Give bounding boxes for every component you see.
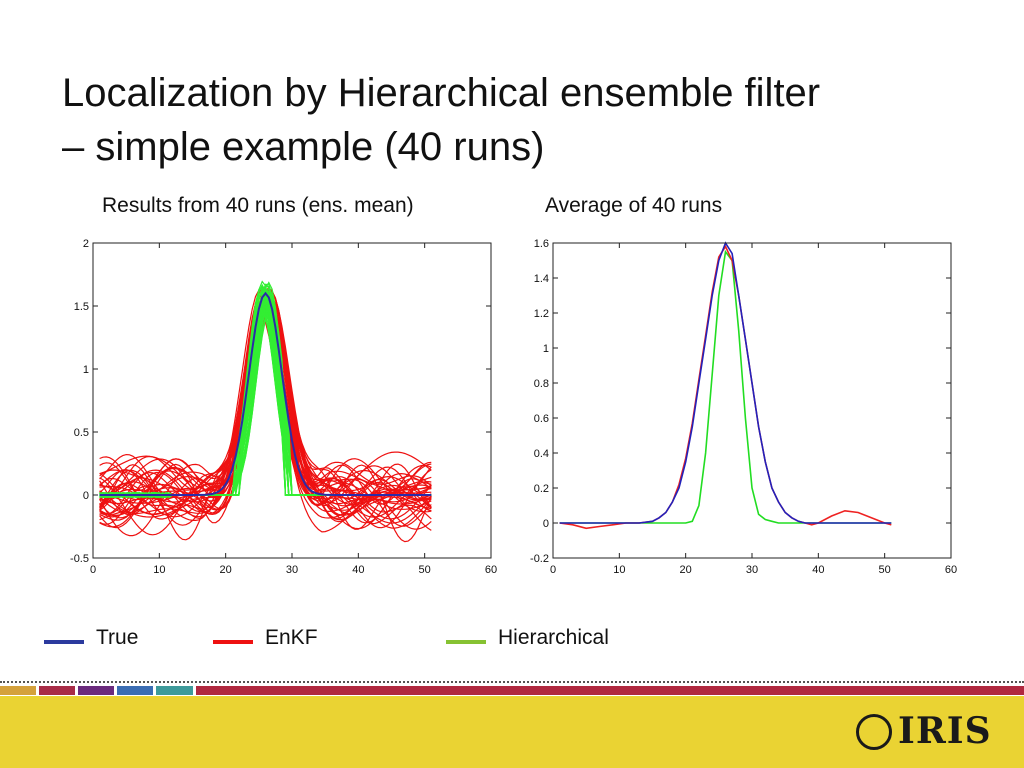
iris-seal-icon — [856, 714, 892, 750]
true-line — [99, 291, 432, 496]
y-tick-label: 0.6 — [534, 413, 549, 425]
enkf-run-line — [99, 293, 432, 506]
x-tick-label: 40 — [352, 564, 364, 576]
color-stripes — [0, 686, 1024, 695]
stripe-3 — [78, 686, 114, 695]
slide-title: Localization by Hierarchical ensemble fi… — [62, 66, 1002, 174]
enkf-average-line — [559, 244, 892, 530]
stripe-5 — [156, 686, 193, 695]
stripe-4 — [117, 686, 153, 695]
hierarchical-run-line — [99, 294, 432, 499]
y-tick-label: 0.5 — [74, 427, 89, 439]
legend-label-true: True — [96, 626, 139, 649]
x-tick-label: 50 — [879, 564, 891, 576]
true-average-line — [559, 241, 892, 524]
x-tick-label: 10 — [613, 564, 625, 576]
x-tick-label: 0 — [90, 564, 96, 576]
y-tick-label: 0.8 — [534, 378, 549, 390]
x-tick-label: 20 — [680, 564, 692, 576]
hierarchical-run-line — [99, 296, 432, 498]
y-tick-label: 0.4 — [534, 448, 549, 460]
y-tick-label: 1 — [83, 364, 89, 376]
y-tick-label: 0.2 — [534, 483, 549, 495]
iris-logo-text: IRIS — [898, 710, 992, 752]
legend-label-hierarchical: Hierarchical — [498, 626, 609, 649]
legend-swatch-hierarchical — [446, 640, 486, 644]
slide-title-line-1: Localization by Hierarchical ensemble fi… — [62, 71, 821, 115]
y-tick-label: 0 — [543, 518, 549, 530]
stripe-2 — [39, 686, 75, 695]
y-tick-label: 1.2 — [534, 308, 549, 320]
footer-bar — [0, 696, 1024, 768]
plot-frame — [552, 242, 952, 559]
y-tick-label: 2 — [83, 238, 89, 250]
y-tick-label: 1.4 — [534, 273, 549, 285]
stripe-1 — [0, 686, 36, 695]
x-tick-label: 10 — [153, 564, 165, 576]
x-tick-label: 40 — [812, 564, 824, 576]
left-chart-title: Results from 40 runs (ens. mean) — [102, 194, 414, 217]
x-tick-label: 30 — [286, 564, 298, 576]
hierarchical-run-line — [99, 296, 432, 498]
slide-title-line-2: – simple example (40 runs) — [62, 125, 545, 169]
x-tick-label: 50 — [419, 564, 431, 576]
legend-swatch-enkf — [213, 640, 253, 644]
left-chart: 0 10 20 30 40 50 60-0.500.511.52 — [70, 238, 497, 576]
y-tick-label: 1 — [543, 343, 549, 355]
x-tick-label: 60 — [945, 564, 957, 576]
series-group — [99, 280, 432, 543]
y-tick-label: -0.2 — [530, 553, 549, 565]
x-tick-label: 30 — [746, 564, 758, 576]
legend-swatch-true — [44, 640, 84, 644]
y-tick-label: 0 — [83, 490, 89, 502]
hierarchical-run-line — [99, 293, 432, 499]
stripe-6 — [196, 686, 1024, 695]
y-tick-label: 1.5 — [74, 301, 89, 313]
hierarchical-average-line — [559, 249, 892, 524]
x-tick-label: 60 — [485, 564, 497, 576]
right-chart: 0 10 20 30 40 50 60-0.200.20.40.60.811.21.41.6 — [530, 238, 957, 576]
dotted-divider — [0, 681, 1024, 683]
x-tick-label: 20 — [220, 564, 232, 576]
y-tick-label: 1.6 — [534, 238, 549, 250]
x-tick-label: 0 — [550, 564, 556, 576]
y-tick-label: -0.5 — [70, 553, 89, 565]
legend-label-enkf: EnKF — [265, 626, 318, 649]
right-chart-title: Average of 40 runs — [545, 194, 723, 217]
